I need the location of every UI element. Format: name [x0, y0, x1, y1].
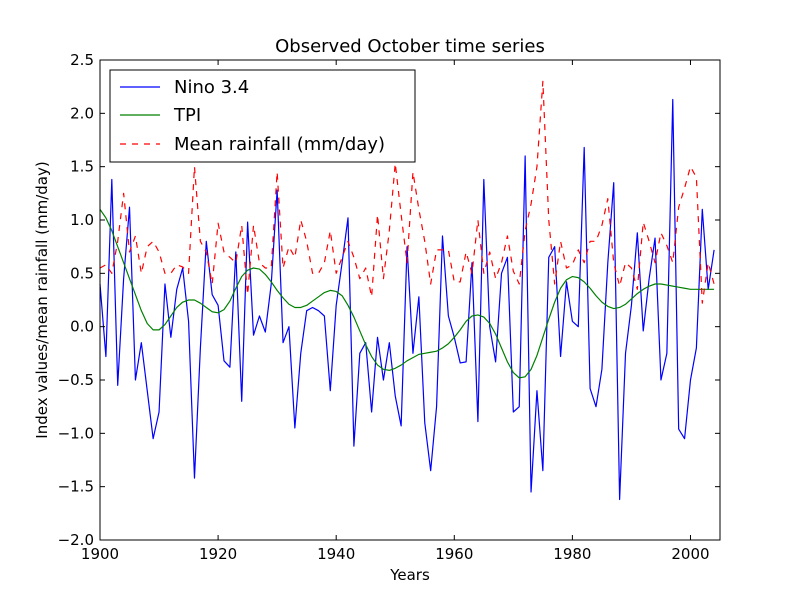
x-tick-label: 1980 [553, 545, 591, 563]
legend-box [109, 69, 416, 163]
y-axis-title: Index values/mean rainfall (mm/day) [33, 161, 51, 438]
y-tick-label: −0.5 [58, 371, 94, 389]
chart-title: Observed October time series [275, 36, 545, 57]
y-tick-label: 0.5 [70, 264, 94, 282]
y-tick-label: 1.5 [70, 158, 94, 176]
y-tick-label: 2.0 [70, 104, 94, 122]
legend-label-tpi: TPI [173, 105, 201, 126]
plot-frame [99, 59, 721, 541]
x-axis: 1900 1920 1940 1960 1980 2000 [81, 60, 710, 563]
legend: Nino 3.4 TPI Mean rainfall (mm/day) [109, 69, 416, 163]
legend-label-nino34: Nino 3.4 [174, 77, 249, 98]
series-line-tpi [99, 208, 715, 379]
series-layer [99, 80, 715, 501]
legend-label-rainfall: Mean rainfall (mm/day) [174, 134, 385, 155]
x-tick-label: 1960 [435, 545, 473, 563]
y-tick-label: 1.0 [70, 211, 94, 229]
y-tick-label: −2.0 [58, 531, 94, 549]
y-tick-label: −1.5 [58, 478, 94, 496]
series-line-nino-3-4 [99, 98, 715, 501]
series-line-mean-rainfall-mm-day [99, 80, 715, 304]
x-tick-label: 1940 [317, 545, 355, 563]
x-tick-label: 2000 [671, 545, 709, 563]
y-tick-label: −1.0 [58, 424, 94, 442]
x-tick-label: 1920 [199, 545, 237, 563]
y-tick-label: 2.5 [70, 51, 94, 69]
x-tick-label: 1900 [81, 545, 119, 563]
y-axis: −2.0 −1.5 −1.0 −0.5 0.0 0.5 1.0 1.5 2.0 2.5 [58, 51, 720, 549]
x-axis-title: Years [389, 566, 430, 584]
y-tick-label: 0.0 [70, 318, 94, 336]
